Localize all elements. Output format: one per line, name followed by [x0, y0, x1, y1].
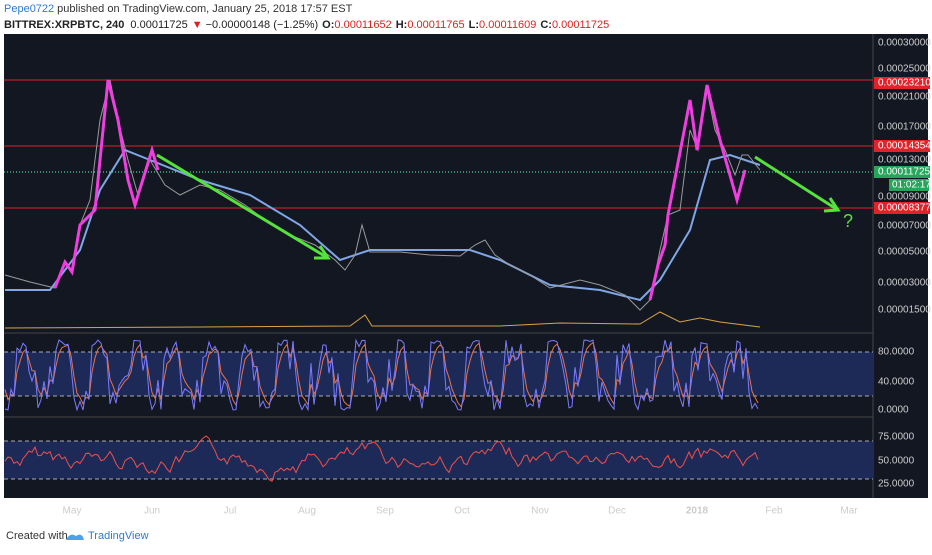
- price-tag-bg: [874, 140, 930, 152]
- price-tag: 0.00011725: [878, 167, 931, 178]
- time-axis-label: Oct: [454, 506, 470, 517]
- author[interactable]: Pepe0722: [4, 3, 54, 15]
- change: −0.00000148 (−1.25%): [206, 19, 319, 31]
- low: 0.00011609: [479, 19, 536, 31]
- time-axis-label: Feb: [765, 506, 783, 517]
- footer-brand[interactable]: TradingView: [88, 530, 149, 542]
- price-axis-label: 0.00009000: [878, 192, 931, 203]
- price-axis-label: 0.00025000: [878, 64, 931, 75]
- time-axis-label: Jun: [144, 506, 160, 517]
- price-axis-label: 0.00013000: [878, 155, 931, 166]
- time-axis-label: 2018: [686, 506, 709, 517]
- time-axis-label: Mar: [840, 506, 858, 517]
- price-axis-label: 0.00017000: [878, 122, 931, 133]
- rsi-axis-label: 25.0000: [878, 479, 915, 490]
- zigzag: [648, 84, 747, 301]
- chart-bg: [4, 34, 928, 498]
- stoch-axis-label: 80.0000: [878, 347, 915, 358]
- price-tag: 0.00008377: [878, 203, 931, 214]
- l-label: L:: [469, 19, 479, 31]
- countdown: 01:02:17: [892, 180, 931, 191]
- open: 0.00011652: [334, 19, 391, 31]
- trend-arrow: [156, 153, 841, 260]
- h-label: H:: [396, 19, 408, 31]
- price-axis-label: 0.00030000: [878, 38, 931, 49]
- question-mark: ?: [843, 211, 853, 231]
- rsi-axis-label: 50.0000: [878, 456, 915, 467]
- time-axis-label: Dec: [608, 506, 626, 517]
- zigzag: [53, 79, 160, 289]
- header: Pepe0722 published on TradingView.com, Ja…: [4, 3, 353, 15]
- time-axis-label: Sep: [376, 506, 394, 517]
- price-tag-bg: [874, 166, 930, 178]
- time-axis-label: Jul: [224, 506, 237, 517]
- symbol: BITTREX:XRPBTC, 240: [4, 19, 124, 31]
- price-axis-label: 0.00001500: [878, 305, 931, 316]
- price-axis-label: 0.00005000: [878, 247, 931, 258]
- price-tag: 0.00023210: [878, 78, 931, 89]
- high: 0.00011765: [407, 19, 464, 31]
- rsi-axis-label: 75.0000: [878, 432, 915, 443]
- price-axis-label: 0.00007000: [878, 221, 931, 232]
- o-label: O:: [322, 19, 334, 31]
- arrow: ▼: [192, 19, 203, 31]
- tv-logo: [66, 534, 84, 540]
- oscillators: [4, 338, 759, 483]
- last: 0.00011725: [130, 19, 187, 31]
- price-axis-label: 0.00021000: [878, 92, 931, 103]
- axes: 0.00030000 0.00025000 0.00021000 0.00017000…: [63, 38, 932, 517]
- published: published on TradingView.com, January 25…: [57, 3, 352, 15]
- time-axis-label: May: [63, 506, 82, 517]
- stoch-axis-label: 40.0000: [878, 377, 915, 388]
- moving-average: [5, 148, 761, 302]
- close: 0.00011725: [552, 19, 609, 31]
- rsi: [4, 435, 759, 483]
- stoch-k: [4, 338, 759, 412]
- price-axis-label: 0.00003000: [878, 278, 931, 289]
- stoch-axis-label: 0.0000: [878, 405, 909, 416]
- countdown-bg: [889, 179, 929, 191]
- c-label: C:: [540, 19, 552, 31]
- price-tag: 0.00014354: [878, 141, 931, 152]
- symbol-line: BITTREX:XRPBTC, 240 0.00011725 ▼ −0.0000014…: [4, 19, 609, 31]
- price-tag-bg: [874, 202, 930, 214]
- time-axis-label: Nov: [531, 506, 549, 517]
- footer-created: Created with: [6, 530, 68, 542]
- price-tag-bg: [874, 77, 930, 89]
- time-axis-label: Aug: [298, 506, 316, 517]
- volume-ma: [4, 311, 761, 329]
